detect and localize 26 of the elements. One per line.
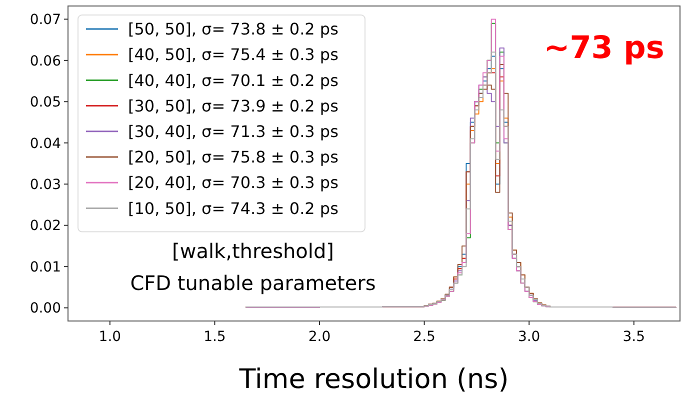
legend-label: [30, 50], σ= 73.9 ± 0.2 ps bbox=[128, 96, 338, 116]
x-tick-label: 3.5 bbox=[622, 329, 646, 345]
annotation: CFD tunable parameters bbox=[130, 271, 376, 295]
y-tick-label: 0.04 bbox=[30, 136, 62, 152]
annotation: ~73 ps bbox=[544, 30, 664, 66]
legend-label: [20, 40], σ= 70.3 ± 0.3 ps bbox=[128, 173, 338, 192]
y-tick-label: 0.07 bbox=[30, 12, 61, 28]
legend-label: [10, 50], σ= 74.3 ± 0.2 ps bbox=[128, 198, 338, 218]
x-tick-label: 1.0 bbox=[98, 329, 122, 345]
y-tick-label: 0.05 bbox=[30, 94, 61, 111]
y-tick-label: 0.00 bbox=[30, 300, 61, 317]
x-tick-label: 2.5 bbox=[413, 329, 436, 345]
legend-label: [40, 40], σ= 70.1 ± 0.2 ps bbox=[128, 70, 338, 90]
x-tick-label: 2.0 bbox=[308, 329, 331, 345]
legend-label: [30, 40], σ= 71.3 ± 0.3 ps bbox=[128, 122, 338, 141]
y-tick-label: 0.03 bbox=[30, 177, 61, 194]
x-tick-label: 3.0 bbox=[518, 329, 540, 345]
y-tick-label: 0.01 bbox=[30, 259, 61, 276]
y-tick-label: 0.06 bbox=[30, 53, 62, 70]
legend-label: [50, 50], σ= 73.8 ± 0.2 ps bbox=[128, 20, 338, 39]
x-axis-title: Time resolution (ns) bbox=[238, 364, 509, 395]
legend-label: [20, 50], σ= 75.8 ± 0.3 ps bbox=[128, 148, 338, 167]
x-tick-label: 1.5 bbox=[204, 329, 226, 345]
legend-label: [40, 50], σ= 75.4 ± 0.3 ps bbox=[128, 45, 338, 64]
y-tick-label: 0.02 bbox=[30, 218, 61, 234]
annotation: [walk,threshold] bbox=[172, 239, 334, 263]
